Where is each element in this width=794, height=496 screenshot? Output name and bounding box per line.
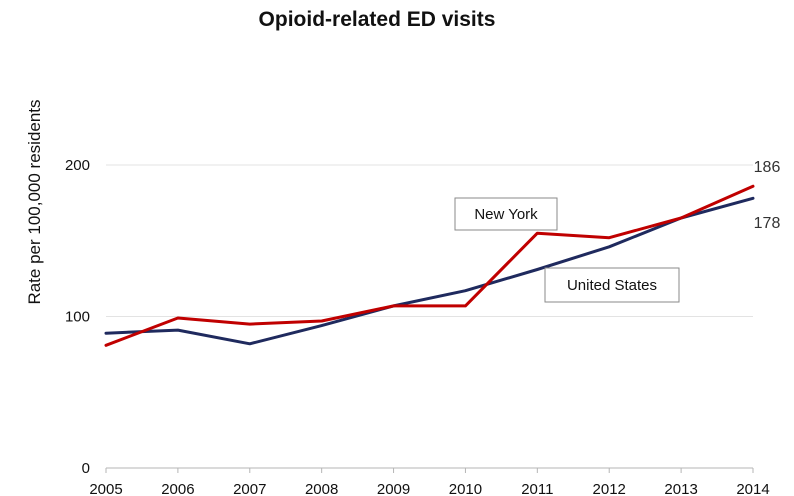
axes bbox=[105, 467, 754, 473]
y-tick-label: 200 bbox=[65, 157, 90, 174]
series-line-united-states bbox=[104, 196, 755, 346]
y-tick-label: 100 bbox=[65, 309, 90, 326]
series-lines bbox=[104, 184, 755, 347]
x-tick-label: 2013 bbox=[664, 481, 697, 496]
series-line-new-york bbox=[104, 184, 755, 347]
x-tick-label: 2005 bbox=[89, 481, 122, 496]
chart-title: Opioid-related ED visits bbox=[258, 8, 496, 31]
callout-label-new-york: New York bbox=[474, 206, 538, 223]
callout-label-united-states: United States bbox=[567, 277, 657, 294]
end-labels: 186 178 bbox=[754, 159, 781, 232]
tick-labels: 0 100 200 2005 2006 2007 2008 2009 2010 2011 2012 2… bbox=[65, 157, 770, 496]
y-tick-label: 0 bbox=[82, 460, 90, 477]
x-tick-label: 2012 bbox=[593, 481, 626, 496]
x-tick-label: 2009 bbox=[377, 481, 410, 496]
x-tick-label: 2007 bbox=[233, 481, 266, 496]
x-tick-label: 2011 bbox=[521, 481, 553, 496]
end-value-label: 178 bbox=[754, 215, 781, 232]
callout-box-united-states bbox=[544, 267, 680, 303]
x-tick-label: 2008 bbox=[305, 481, 338, 496]
gridlines bbox=[106, 164, 753, 317]
x-tick-label: 2006 bbox=[161, 481, 194, 496]
y-axis-label: Rate per 100,000 residents bbox=[25, 99, 44, 304]
callout-box-new-york bbox=[454, 197, 558, 231]
end-value-label: 186 bbox=[754, 159, 781, 176]
x-tick-label: 2010 bbox=[449, 481, 482, 496]
series-callouts: New York United States bbox=[454, 197, 680, 303]
x-tick-label: 2014 bbox=[736, 481, 769, 496]
